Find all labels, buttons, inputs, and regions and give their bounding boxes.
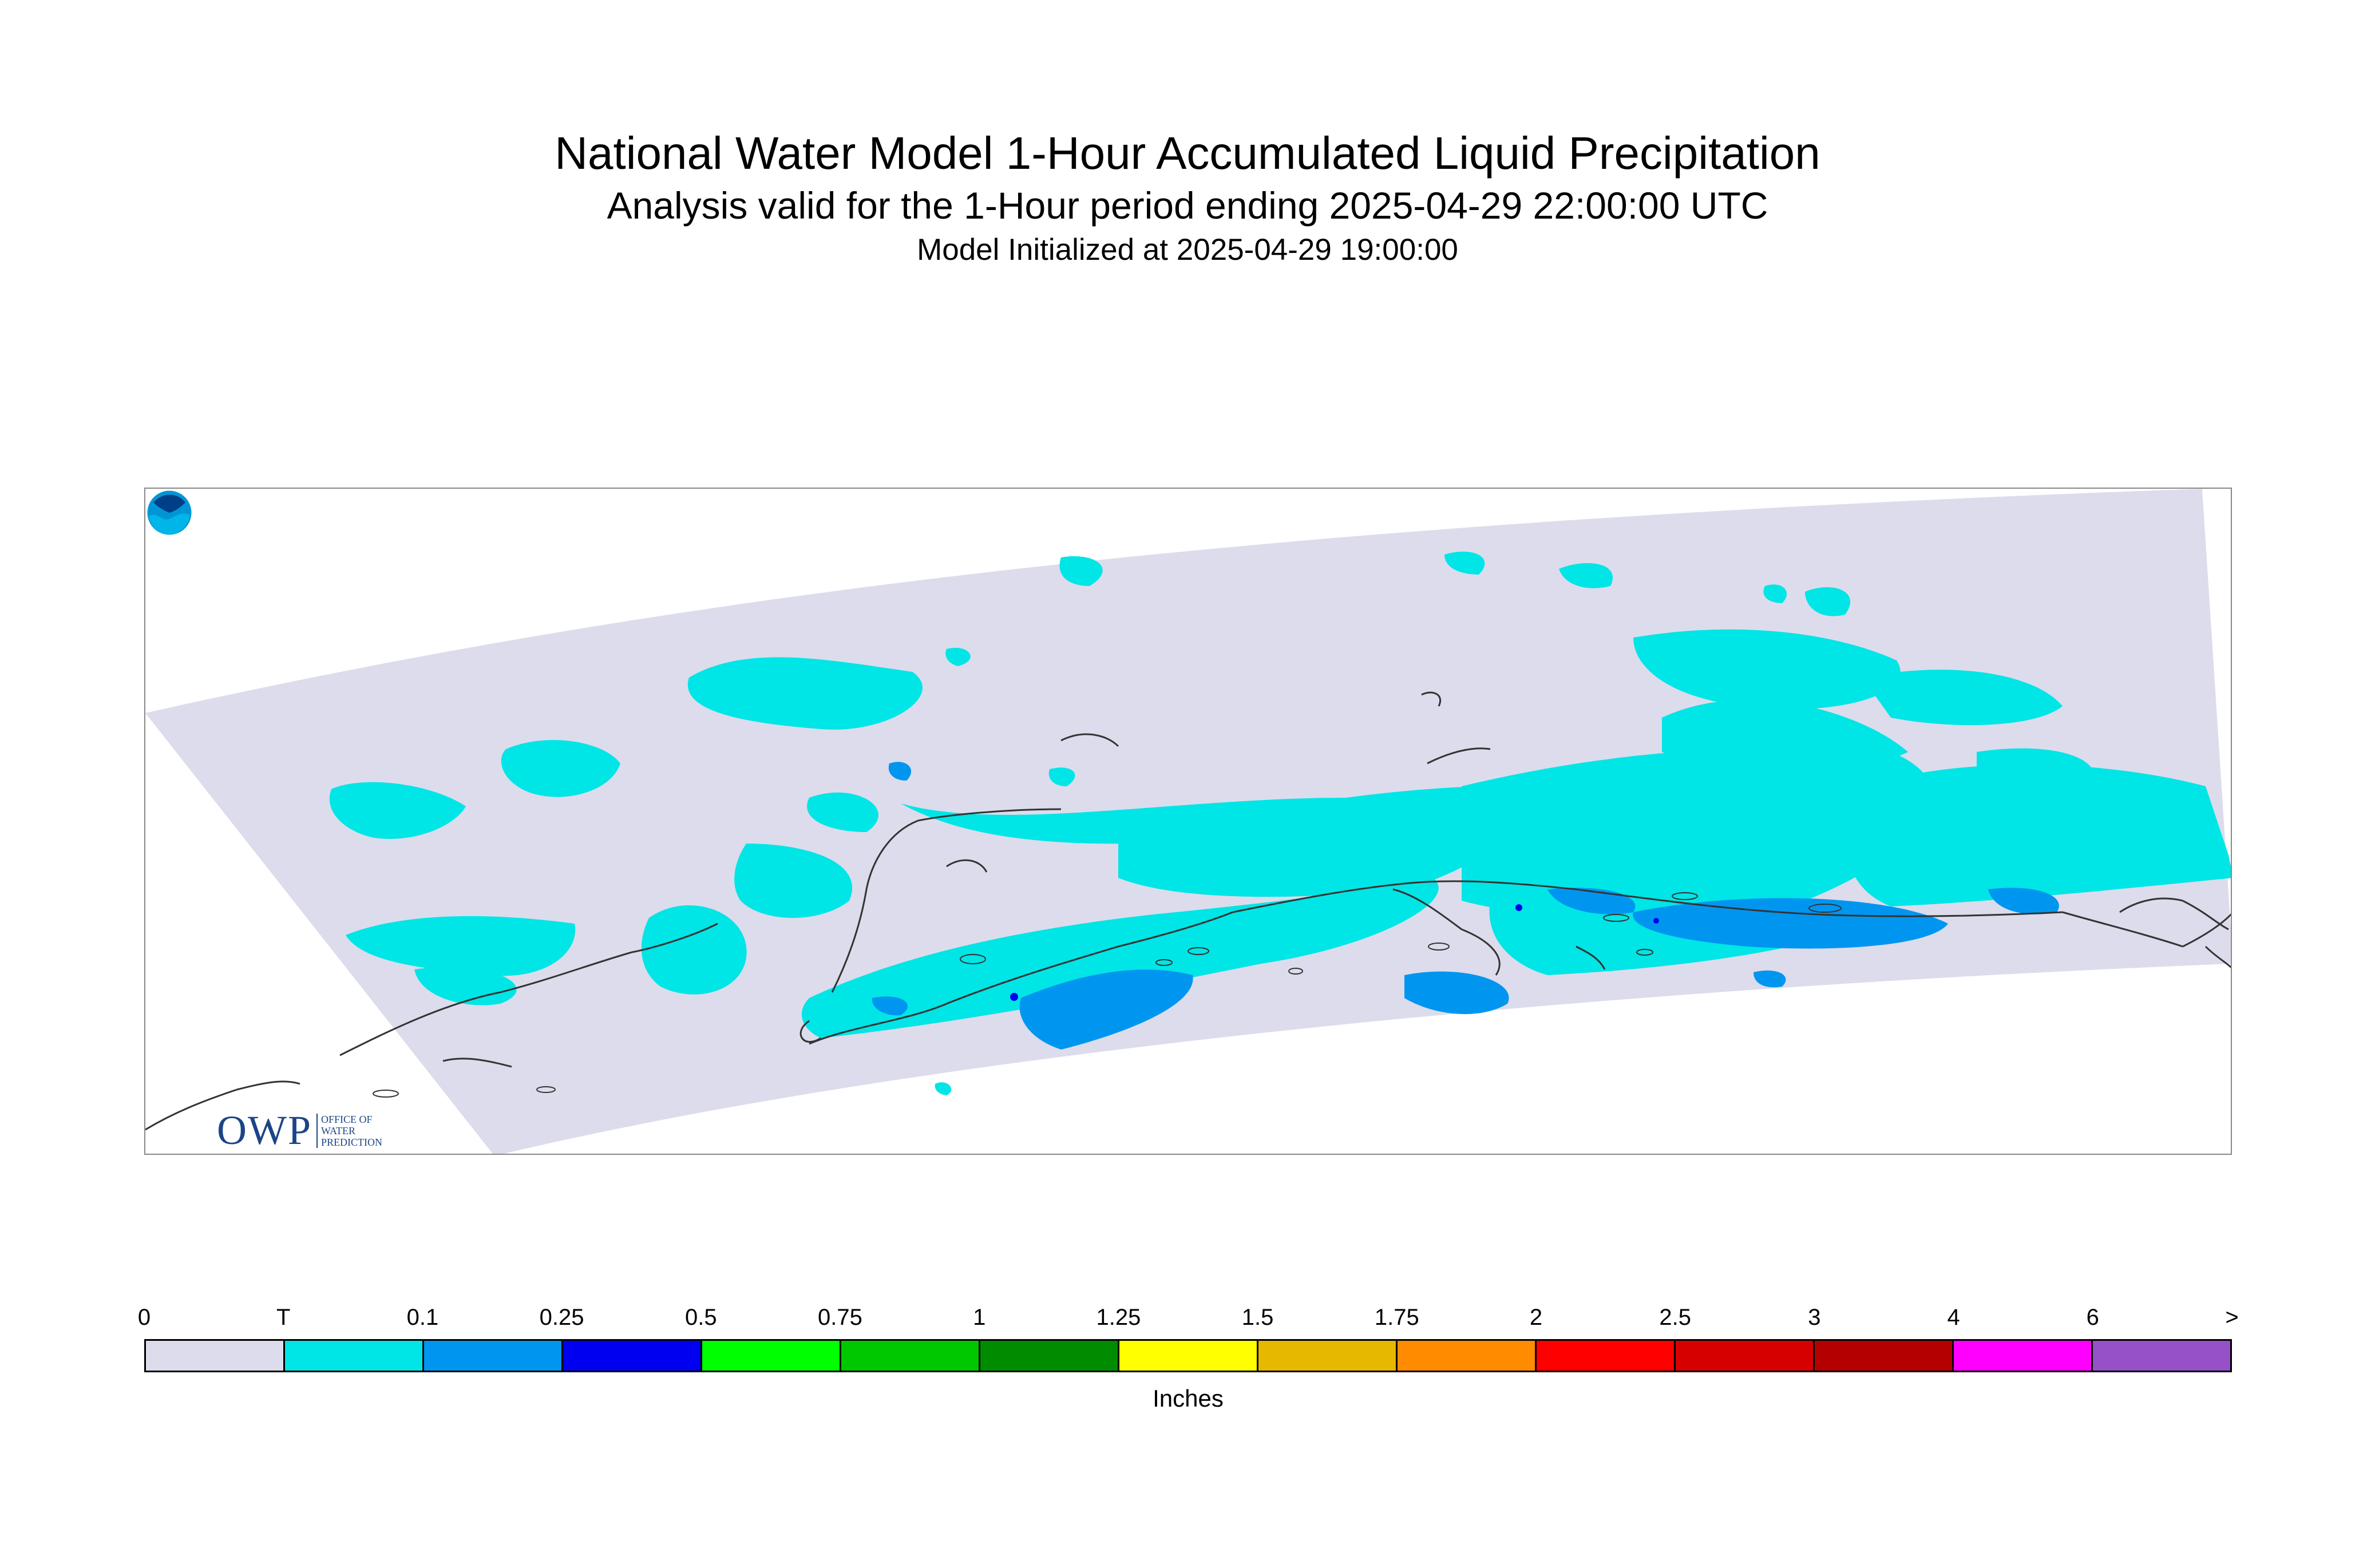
legend-swatch (980, 1341, 1119, 1371)
noaa-logo-icon (145, 489, 193, 537)
legend-tick-label: 2 (1529, 1305, 1543, 1330)
legend-tick-label: 0.75 (818, 1305, 862, 1330)
legend-swatch (1119, 1341, 1258, 1371)
legend-swatch (563, 1341, 702, 1371)
precipitation-map: OWP OFFICE OF WATER PREDICTION (144, 488, 2232, 1155)
trace-precip-areas (329, 551, 2231, 1095)
owp-logo: OWP OFFICE OF WATER PREDICTION (217, 1107, 382, 1154)
legend-swatch (1676, 1341, 1815, 1371)
color-legend: 0 T 0.1 0.25 0.5 0.75 1 1.25 1.5 1.75 2 2.5 3 4 6 > Inc… (138, 1305, 2239, 1412)
legend-swatch (1537, 1341, 1676, 1371)
legend-swatch (2093, 1341, 2230, 1371)
legend-tick-label: T (276, 1305, 291, 1330)
legend-swatch (285, 1341, 424, 1371)
legend-swatch (424, 1341, 563, 1371)
legend-swatch (1815, 1341, 1954, 1371)
map-title: National Water Model 1-Hour Accumulated … (555, 128, 1820, 179)
light-precip-areas (872, 762, 2059, 1050)
legend-tick-label: 6 (2086, 1305, 2099, 1330)
legend-tick-label: 0.1 (406, 1305, 439, 1330)
owp-logo-mark: OWP (217, 1107, 312, 1153)
legend-swatch (1954, 1341, 2093, 1371)
legend-tick-label: 0.25 (539, 1305, 584, 1330)
legend-tick-label: 4 (1947, 1305, 1960, 1330)
legend-tick-label: 1 (973, 1305, 986, 1330)
islands (373, 892, 1842, 1098)
title-block: National Water Model 1-Hour Accumulated … (0, 126, 2375, 270)
legend-swatch (841, 1341, 980, 1371)
legend-tick-label: 0 (137, 1305, 151, 1330)
legend-units: Inches (1153, 1385, 1224, 1412)
legend-tick-label: 3 (1808, 1305, 1821, 1330)
legend-swatch (1258, 1341, 1398, 1371)
legend-tick-label: 1.25 (1096, 1305, 1141, 1330)
owp-logo-text: OFFICE OF WATER PREDICTION (316, 1113, 382, 1148)
init-time: Model Initialized at 2025-04-29 19:00:00 (917, 233, 1458, 267)
legend-color-bar (144, 1339, 2232, 1372)
legend-tick-label: 1.5 (1241, 1305, 1274, 1330)
legend-swatch (146, 1341, 285, 1371)
legend-swatch (1398, 1341, 1537, 1371)
legend-ticks: 0 T 0.1 0.25 0.5 0.75 1 1.25 1.5 1.75 2 2.5 3 4 6 > (138, 1305, 2239, 1339)
map-canvas (145, 489, 2231, 1154)
moderate-precip-spots (1010, 904, 1659, 1001)
legend-tick-label: 1.75 (1374, 1305, 1419, 1330)
legend-swatch (702, 1341, 841, 1371)
legend-tick-label: > (2225, 1305, 2239, 1330)
map-subtitle: Analysis valid for the 1-Hour period end… (607, 184, 1768, 227)
coastlines (145, 691, 2231, 1131)
legend-tick-label: 2.5 (1659, 1305, 1691, 1330)
legend-tick-label: 0.5 (684, 1305, 717, 1330)
